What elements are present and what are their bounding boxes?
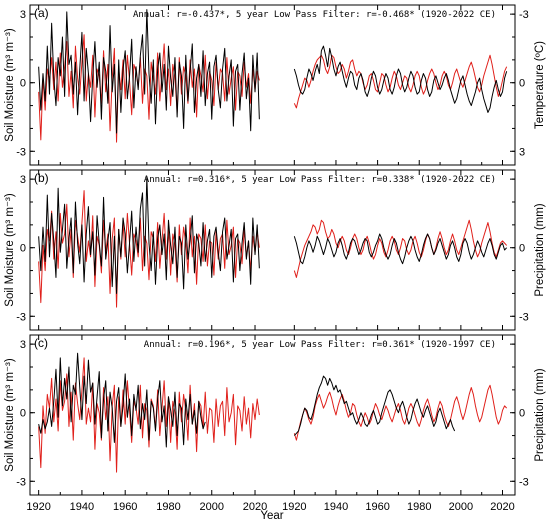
annual-series-black bbox=[38, 352, 206, 448]
right-tick-label: -3 bbox=[519, 9, 529, 21]
x-tick-label: 1920 bbox=[26, 501, 50, 513]
filtered-series-black bbox=[293, 375, 456, 436]
panel-frame bbox=[29, 334, 516, 496]
x-tick-label: 1980 bbox=[407, 501, 431, 513]
filtered-series-red bbox=[293, 384, 508, 441]
right-tick-label: -3 bbox=[519, 476, 529, 488]
y-axis-label-right: Precipitation (mm) bbox=[534, 368, 546, 461]
right-tick-label: -3 bbox=[519, 311, 529, 323]
annual-series-black bbox=[38, 176, 260, 294]
x-tick-label: 2020 bbox=[243, 501, 267, 513]
x-tick-label: 1940 bbox=[70, 501, 94, 513]
right-tick-label: 0 bbox=[519, 243, 525, 255]
y-axis-label-right: Temperature (ºC) bbox=[534, 41, 546, 129]
y-axis-label-left: Soil Moisture (m³ m⁻³) bbox=[4, 193, 16, 307]
left-tick-label: 3 bbox=[20, 174, 26, 186]
x-tick-label: 2020 bbox=[490, 501, 514, 513]
x-tick-label: 1920 bbox=[282, 501, 306, 513]
left-tick-label: 3 bbox=[20, 339, 26, 351]
right-tick-label: 3 bbox=[519, 146, 525, 158]
panel-letter: (c) bbox=[34, 336, 48, 350]
panel-letter: (b) bbox=[34, 171, 49, 185]
right-tick-label: 0 bbox=[519, 78, 525, 90]
annual-series-black bbox=[38, 9, 260, 134]
y-axis-label-left: Soil Moisture (m³ m⁻³) bbox=[4, 358, 16, 472]
x-tick-label: 2000 bbox=[200, 501, 224, 513]
panel-frame bbox=[29, 169, 516, 331]
x-axis-label: Year bbox=[260, 510, 283, 522]
correlation-annotation: Annual: r=0.316*, 5 year Low Pass Filter… bbox=[144, 175, 496, 185]
x-tick-label: 1940 bbox=[324, 501, 348, 513]
left-tick-label: 0 bbox=[20, 78, 26, 90]
left-tick-label: -3 bbox=[16, 146, 26, 158]
panel-3: 3 0 0 -3 -3 (c) Annual: r=0.196*, 5 year Low P… bbox=[4, 334, 546, 513]
filtered-series-black bbox=[293, 45, 508, 113]
x-tick-label: 1960 bbox=[113, 501, 137, 513]
panel-1: 3 -3 0 0 -3 3 (a) Annual: r=-0.437*, 5 year Low… bbox=[4, 4, 546, 166]
left-tick-label: 0 bbox=[20, 408, 26, 420]
correlation-annotation: Annual: r=-0.437*, 5 year Low Pass Filte… bbox=[133, 10, 496, 20]
x-tick-label: 1980 bbox=[156, 501, 180, 513]
panel-letter: (a) bbox=[34, 6, 49, 20]
right-tick-label: 0 bbox=[519, 408, 525, 420]
x-tick-label: 2000 bbox=[449, 501, 473, 513]
annual-series-red bbox=[38, 357, 260, 473]
panel-frame bbox=[29, 4, 516, 166]
y-axis-label-right: Precipitation (mm) bbox=[534, 203, 546, 296]
filtered-series-red bbox=[293, 219, 508, 278]
left-tick-label: 0 bbox=[20, 243, 26, 255]
correlation-annotation: Annual: r=0.196*, 5 year Low Pass Filter… bbox=[144, 340, 496, 350]
panel-2: 3 0 0 -3 -3 (b) Annual: r=0.316*, 5 year Low P… bbox=[4, 169, 546, 331]
left-tick-label: -3 bbox=[16, 311, 26, 323]
filtered-series-black bbox=[293, 233, 508, 265]
x-tick-label: 1960 bbox=[365, 501, 389, 513]
left-tick-label: -3 bbox=[16, 476, 26, 488]
y-axis-label-left: Soil Moisture (m³ m⁻³) bbox=[4, 28, 16, 142]
filtered-series-red bbox=[293, 54, 508, 109]
left-tick-label: 3 bbox=[20, 9, 26, 21]
